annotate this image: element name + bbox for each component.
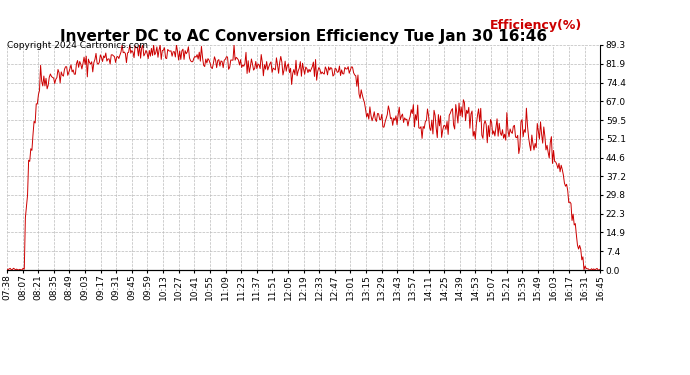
Text: Efficiency(%): Efficiency(%)	[491, 18, 582, 32]
Text: Copyright 2024 Cartronics.com: Copyright 2024 Cartronics.com	[7, 41, 148, 50]
Title: Inverter DC to AC Conversion Efficiency Tue Jan 30 16:46: Inverter DC to AC Conversion Efficiency …	[60, 29, 547, 44]
